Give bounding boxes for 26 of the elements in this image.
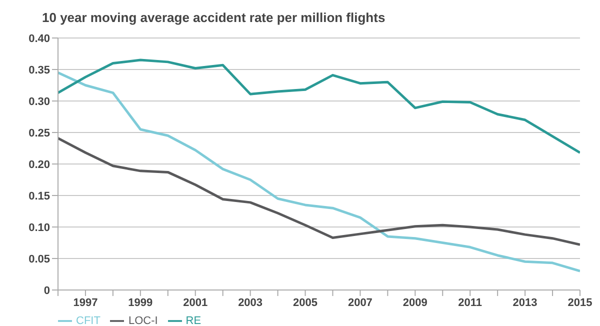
legend-label: CFIT xyxy=(76,314,100,326)
line-series xyxy=(58,136,580,246)
line-series xyxy=(58,58,580,154)
x-tick-label: 2001 xyxy=(183,296,208,309)
x-tick-label: 2015 xyxy=(568,296,592,309)
x-tick-label: 1997 xyxy=(73,296,98,309)
x-tick-label: 2009 xyxy=(402,296,428,309)
y-tick-label: 0.40 xyxy=(28,32,50,45)
x-tick-label: 2013 xyxy=(512,296,538,309)
y-tick-label: 0.25 xyxy=(28,127,50,140)
y-tick-label: 0.20 xyxy=(28,158,50,171)
y-tick-label: 0.35 xyxy=(28,64,50,76)
x-tick-label: 2003 xyxy=(238,296,263,309)
x-tick-label: 2007 xyxy=(348,296,372,309)
x-tick-label: 2011 xyxy=(458,296,482,309)
legend-label: LOC-I xyxy=(128,314,158,326)
y-tick-label: 0.30 xyxy=(28,96,50,108)
y-tick-label: 0.10 xyxy=(28,222,50,234)
legend-label: RE xyxy=(186,314,202,326)
y-tick-label: 0.15 xyxy=(28,190,50,202)
x-tick-label: 1999 xyxy=(128,296,153,309)
line-series xyxy=(58,71,580,272)
y-tick-label: 0.05 xyxy=(28,253,50,266)
x-tick-label: 2005 xyxy=(293,296,318,309)
y-tick-label: 0 xyxy=(44,284,50,297)
chart-title: 10 year moving average accident rate per million flights xyxy=(41,9,386,27)
